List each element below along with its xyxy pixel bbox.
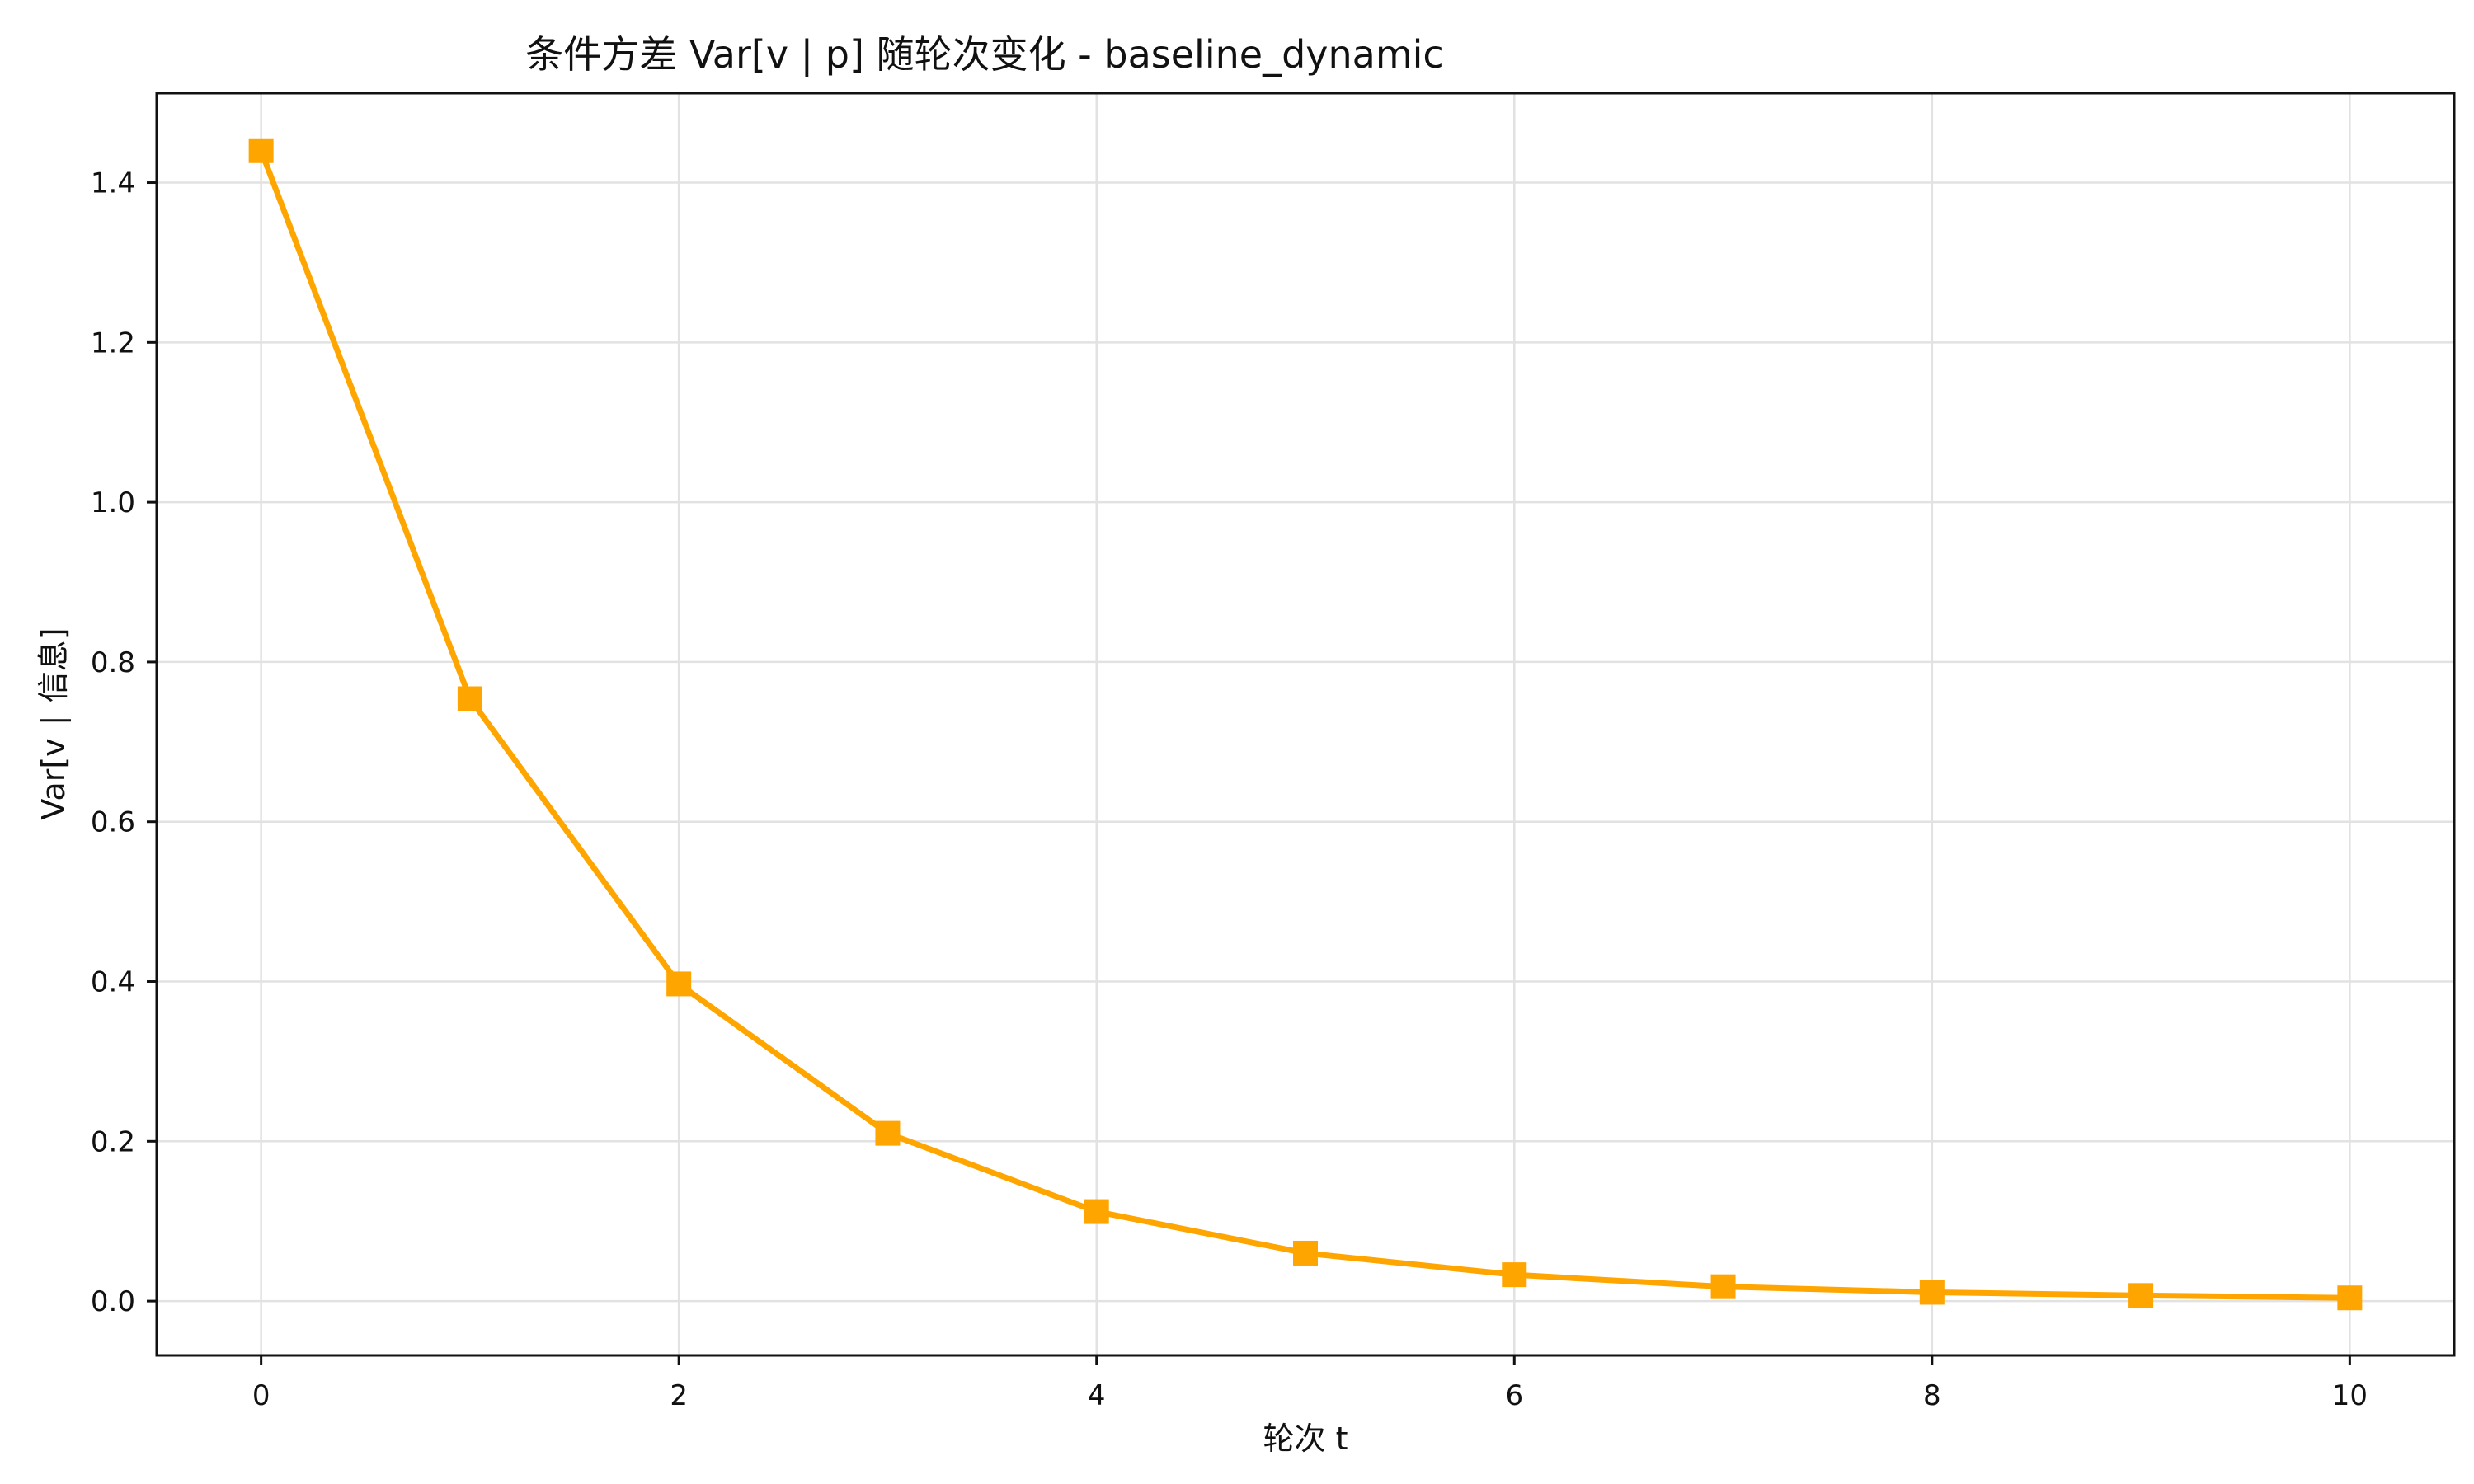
series-layer <box>248 138 2363 1311</box>
data-point-marker <box>1084 1199 1109 1224</box>
y-tick-label: 0.6 <box>91 806 135 839</box>
x-tick-label: 0 <box>252 1379 270 1412</box>
data-point-marker <box>1293 1240 1318 1266</box>
data-point-marker <box>1710 1274 1736 1299</box>
x-tick-label: 8 <box>1923 1379 1941 1412</box>
data-point-marker <box>2337 1285 2363 1311</box>
data-point-marker <box>1502 1262 1527 1288</box>
y-tick-label: 0.4 <box>91 966 135 999</box>
data-point-marker <box>666 971 692 997</box>
y-tick-label: 1.2 <box>91 326 135 359</box>
y-tick-label: 1.4 <box>91 167 135 200</box>
y-axis-label: Var[v ∣ 信息] <box>35 627 72 819</box>
data-point-marker <box>1919 1280 1945 1305</box>
y-tick-label: 1.0 <box>91 486 135 519</box>
x-tick-label: 6 <box>1505 1379 1523 1412</box>
x-tick-label: 2 <box>670 1379 688 1412</box>
x-tick-label: 4 <box>1088 1379 1106 1412</box>
y-tick-label: 0.8 <box>91 646 135 679</box>
x-axis-label: 轮次 t <box>1263 1421 1348 1457</box>
data-point-marker <box>457 686 482 711</box>
axis-ticks: 0 2 4 6 8 10 0.0 0.2 0.4 0.6 0.8 1.0 1.2 1.4 <box>91 167 2368 1412</box>
grid <box>157 93 2454 1355</box>
data-point-marker <box>248 138 274 163</box>
y-tick-label: 0.2 <box>91 1125 135 1158</box>
data-point-marker <box>2128 1283 2154 1308</box>
data-point-marker <box>875 1120 901 1146</box>
chart-title: 条件方差 Var[v | p] 随轮次变化 - baseline_dynamic <box>525 32 1443 77</box>
x-tick-label: 10 <box>2332 1379 2368 1412</box>
y-tick-label: 0.0 <box>91 1285 135 1318</box>
plot-area-frame <box>155 92 2456 1357</box>
series-line <box>258 148 2353 1301</box>
